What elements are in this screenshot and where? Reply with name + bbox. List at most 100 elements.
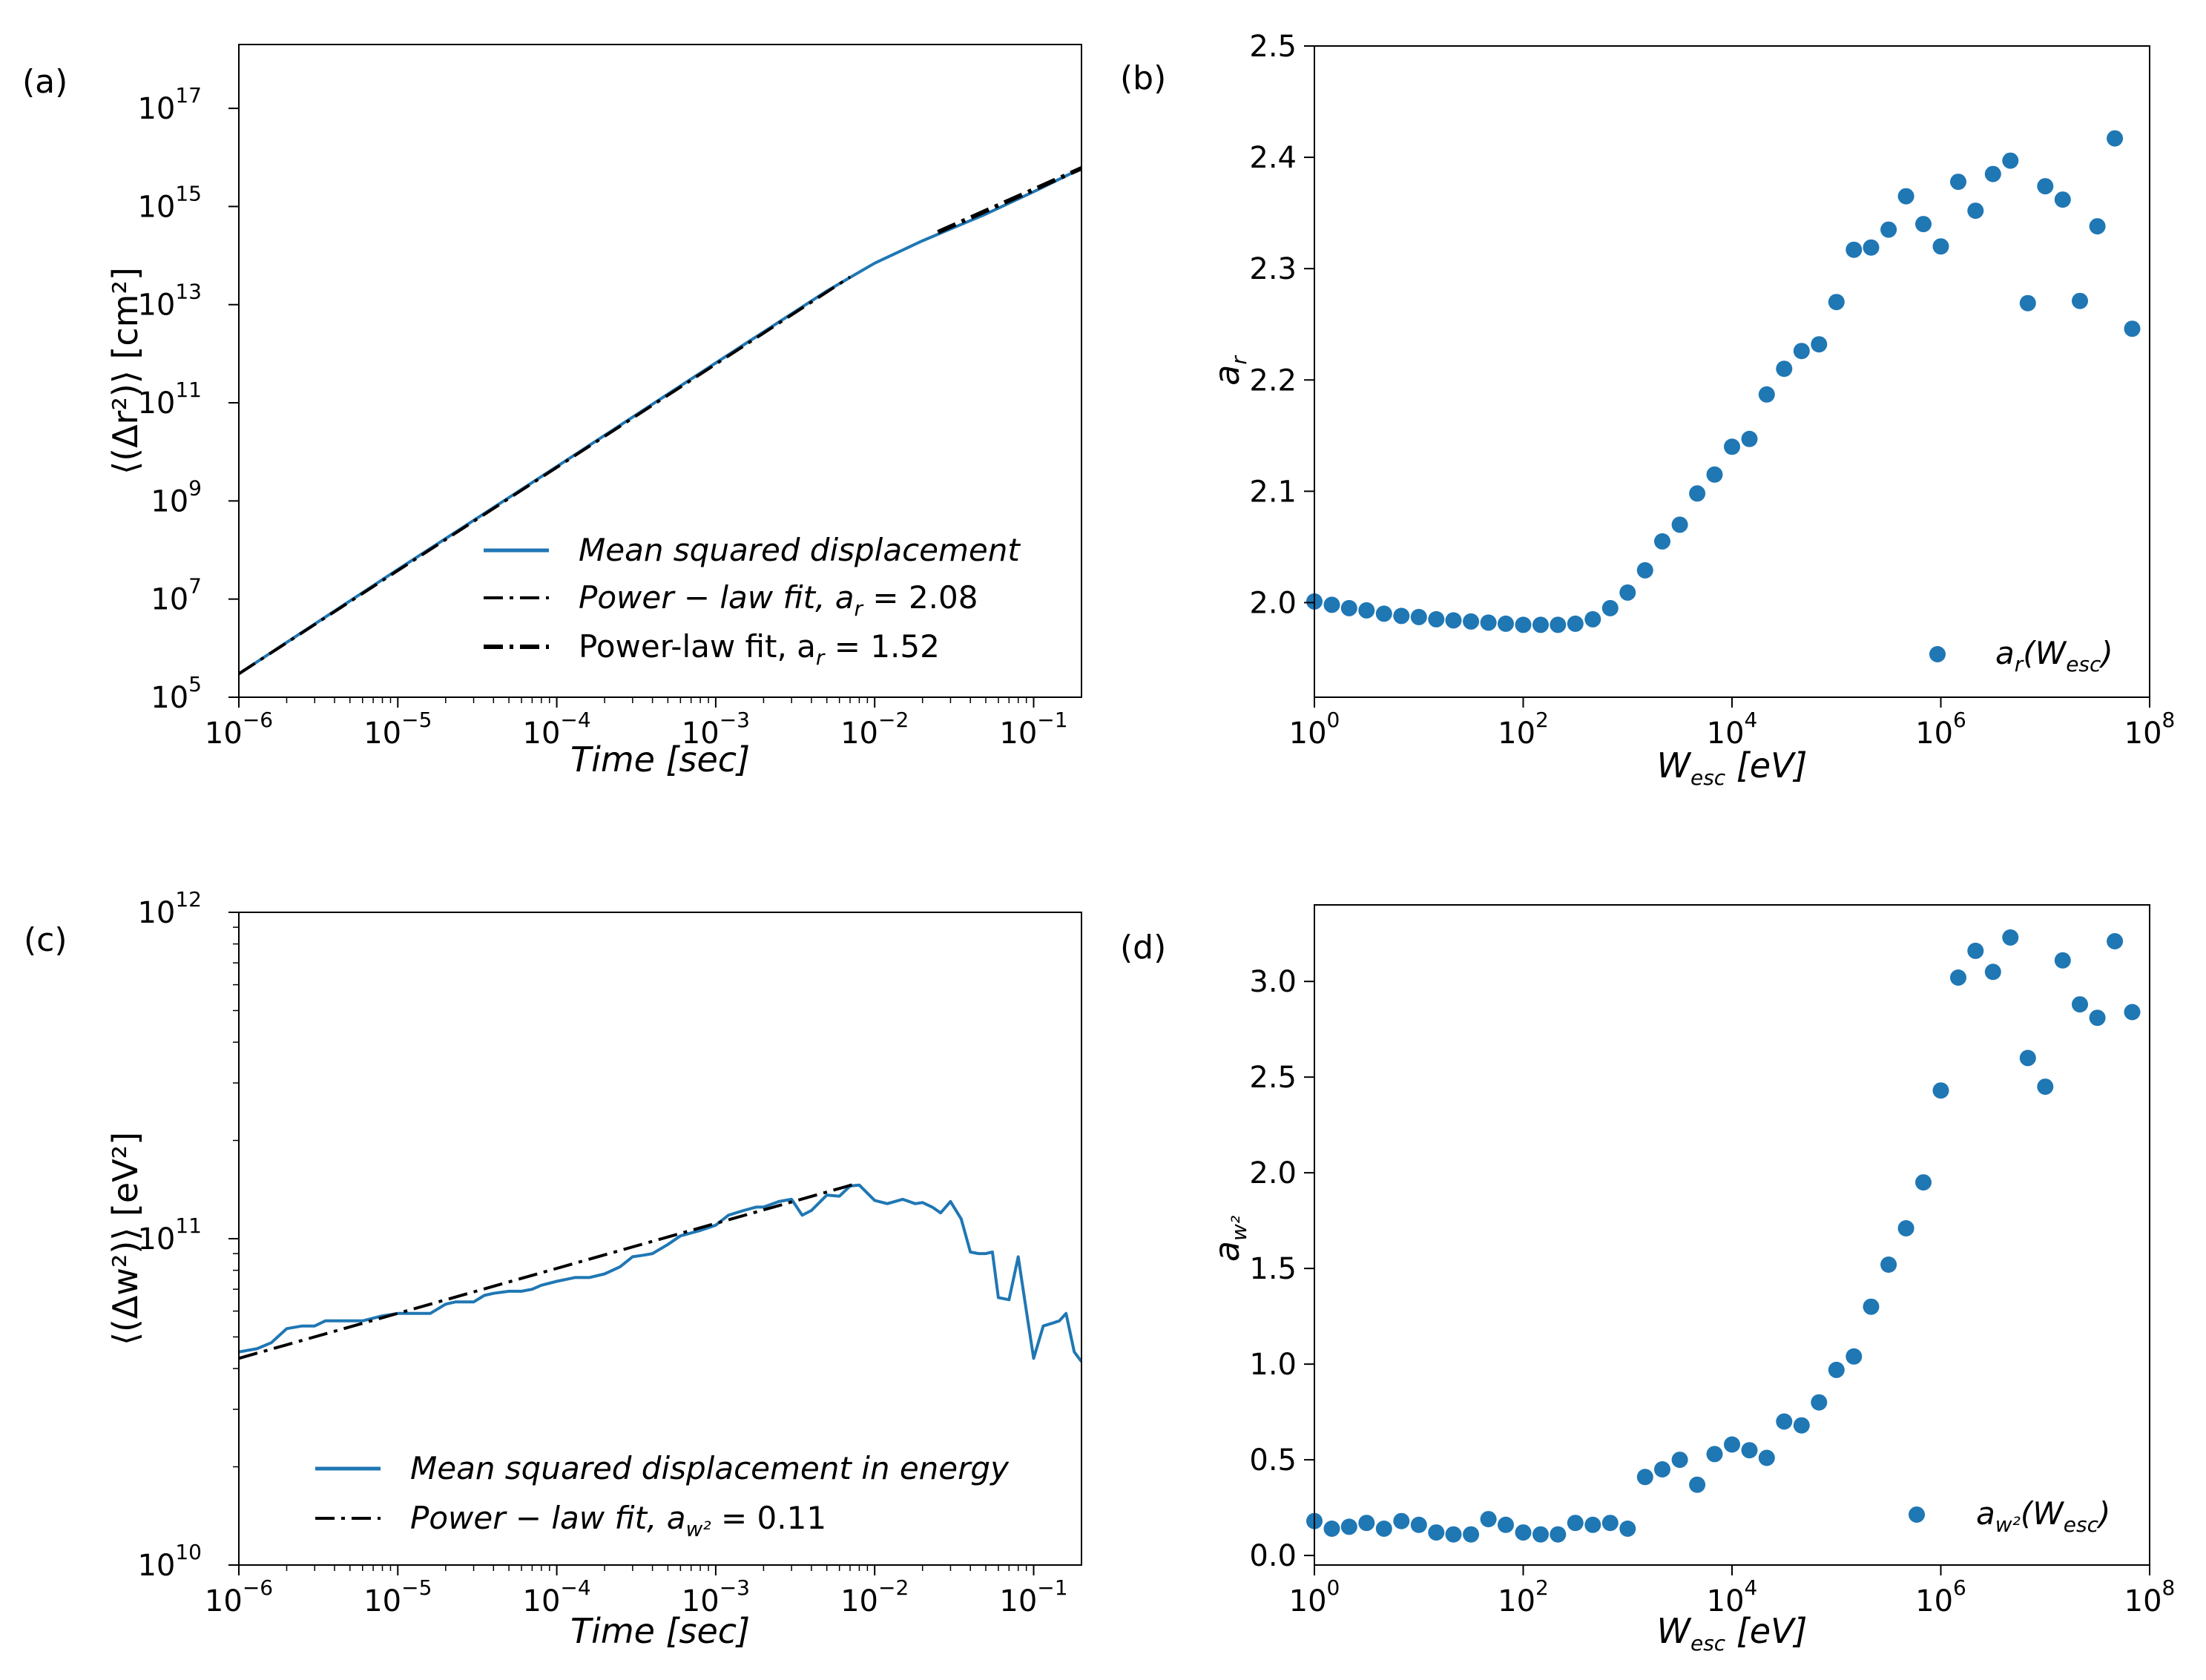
panel-b-legend: ar(Wesc): [1929, 635, 2113, 676]
panel-a-x-tick-exp: −3: [720, 708, 750, 732]
panel-b-legend-label: ar(Wesc): [1995, 635, 2113, 676]
panel-d-y-tick-label: 1.0: [1249, 1348, 1297, 1382]
panel-b-point: [1863, 239, 1880, 256]
panel-b-point: [1340, 599, 1357, 616]
panel-c-x-tick-exp: −4: [560, 1575, 590, 1600]
panel-b-x-tick-exp: 8: [2162, 708, 2176, 732]
panel-b-point: [1932, 238, 1949, 255]
panel-d-x-tick-exp: 6: [1953, 1575, 1966, 1600]
panel-d-y-tick-label: 0.0: [1249, 1539, 1297, 1573]
panel-d-x-tick-label: 104: [1707, 1575, 1758, 1618]
panel-d-point: [1340, 1518, 1357, 1535]
panel-d-point: [1671, 1452, 1688, 1469]
panel-d-point: [1758, 1449, 1775, 1466]
panel-b-point: [1967, 202, 1984, 220]
panel-d-point: [1724, 1436, 1740, 1453]
panel-b-x-label-unit: [eV]: [1725, 745, 1807, 785]
panel-a-frame: [238, 44, 1082, 698]
panel-d-point: [1584, 1516, 1601, 1533]
panel-d-x-tick-exp: 0: [1327, 1575, 1340, 1600]
panel-b-point: [2002, 152, 2019, 169]
panel-b-y-tick-label: 2.1: [1249, 475, 1297, 509]
panel-b-x-label-main: W: [1657, 745, 1692, 785]
panel-b-point: [1828, 294, 1845, 311]
panel-c-x-tick-label: 10−4: [523, 1575, 591, 1618]
panel-d-x-tick-label: 106: [1915, 1575, 1966, 1618]
panel-a-y-tick-base: 10: [137, 386, 175, 421]
panel-b-x-tick-base: 10: [1498, 717, 1535, 751]
panel-a-x-label: Time [sec]: [570, 739, 750, 780]
panel-a-y-tick-base: 10: [137, 190, 175, 224]
panel-c-x-tick-label: 10−5: [363, 1575, 432, 1618]
panel-a-legend-fit1: Power − law fit, ar = 2.08: [579, 579, 978, 621]
panel-d-y-tick-label: 3.0: [1249, 965, 1297, 999]
panel-a-legend-fit2-sub: r: [816, 645, 826, 670]
panel-d-point: [2054, 952, 2071, 969]
panel-d-point: [1915, 1174, 1932, 1191]
panel-d-x-tick-base: 10: [1498, 1584, 1535, 1618]
panel-b-point: [1463, 613, 1480, 630]
panel-c-x-tick-label: 10−2: [840, 1575, 909, 1618]
panel-d-y-label-sub: w²: [1227, 1216, 1251, 1241]
panel-b-plot-area: [1306, 130, 2141, 633]
panel-d-x-tick-exp: 8: [2162, 1575, 2176, 1600]
panel-d-x-tick-label: 102: [1498, 1575, 1549, 1618]
panel-a-y-tick-base: 10: [151, 681, 188, 715]
panel-d-point: [1846, 1348, 1863, 1365]
panel-d-y-tick-label: 2.0: [1249, 1156, 1297, 1190]
panel-d-point: [1550, 1526, 1567, 1543]
panel-b-point: [1601, 599, 1619, 616]
panel-c-legend-fit-value: = 0.11: [711, 1500, 826, 1536]
panel-d-legend-label: aw²(Wesc): [1976, 1495, 2110, 1537]
panel-a-x-tick-base: 10: [682, 717, 720, 751]
panel-b-point: [1846, 241, 1863, 258]
panel-a-x-tick-exp: −6: [243, 708, 273, 732]
panel-b-y-label-main: a: [1207, 365, 1247, 386]
panel-d-point: [2107, 933, 2124, 949]
panel-d-point: [1567, 1515, 1584, 1532]
panel-a-y-tick-exp: 5: [188, 672, 202, 696]
panel-d-point: [1776, 1413, 1793, 1430]
panel-c-y-label: ⟨(Δw²)⟩ [eV²]: [105, 1132, 145, 1345]
panel-c-x-tick-base: 10: [682, 1584, 720, 1618]
panel-a-x-tick-exp: −2: [878, 708, 909, 732]
panel-d-x-tick-exp: 4: [1745, 1575, 1758, 1600]
panel-a-x-tick-label: 10−5: [363, 708, 432, 751]
panel-c-x-tick-exp: −2: [878, 1575, 909, 1600]
panel-a-y-tick-base: 10: [151, 484, 188, 518]
panel-a-x-tick-base: 10: [205, 717, 243, 751]
panel-b-point: [1654, 533, 1670, 550]
panel-d-point: [1741, 1442, 1758, 1459]
panel-b-point: [1532, 616, 1549, 633]
panel-a-x-tick-label: 10−1: [999, 708, 1067, 751]
panel-c-x-tick-exp: −3: [720, 1575, 750, 1600]
panel-d-point: [2124, 1004, 2141, 1021]
panel-b-point: [1480, 614, 1497, 631]
panel-b-point: [1897, 188, 1914, 205]
panel-b-x-tick-base: 10: [1289, 717, 1327, 751]
panel-d-point: [1358, 1515, 1375, 1532]
panel-d-x-label-unit: [eV]: [1725, 1611, 1807, 1651]
panel-d-point: [1811, 1394, 1828, 1411]
panel-b-point: [1498, 615, 1514, 632]
panel-b-point: [1741, 430, 1758, 447]
panel-a-x-tick-exp: −1: [1037, 708, 1067, 732]
panel-c-y-tick-label: 1011: [137, 1213, 202, 1256]
panel-d-point: [2037, 1078, 2054, 1096]
panel-b-point: [2072, 292, 2088, 309]
panel-d-point: [2019, 1050, 2036, 1067]
panel-c-y-tick-base: 10: [137, 896, 175, 930]
panel-d-point: [2072, 996, 2088, 1013]
panel-b-y-ticks: 2.0 2.1 2.2 2.3 2.4 2.5: [1249, 30, 1314, 620]
panel-d-legend-name-tail: (W: [2021, 1495, 2064, 1532]
panel-d-x-tick-base: 10: [1289, 1584, 1327, 1618]
panel-b-x-label: Wesc [eV]: [1657, 745, 1808, 790]
panel-d-point: [1480, 1511, 1497, 1528]
panel-a-x-tick-label: 10−2: [840, 708, 909, 751]
panel-d-x-label-sub: esc: [1690, 1631, 1726, 1656]
panel-b-point: [1584, 610, 1601, 627]
panel-d-point: [1689, 1476, 1706, 1493]
panel-a-x-ticks: 10−6 10−5 10−4 10−3 10−2 10−1: [205, 697, 1068, 751]
